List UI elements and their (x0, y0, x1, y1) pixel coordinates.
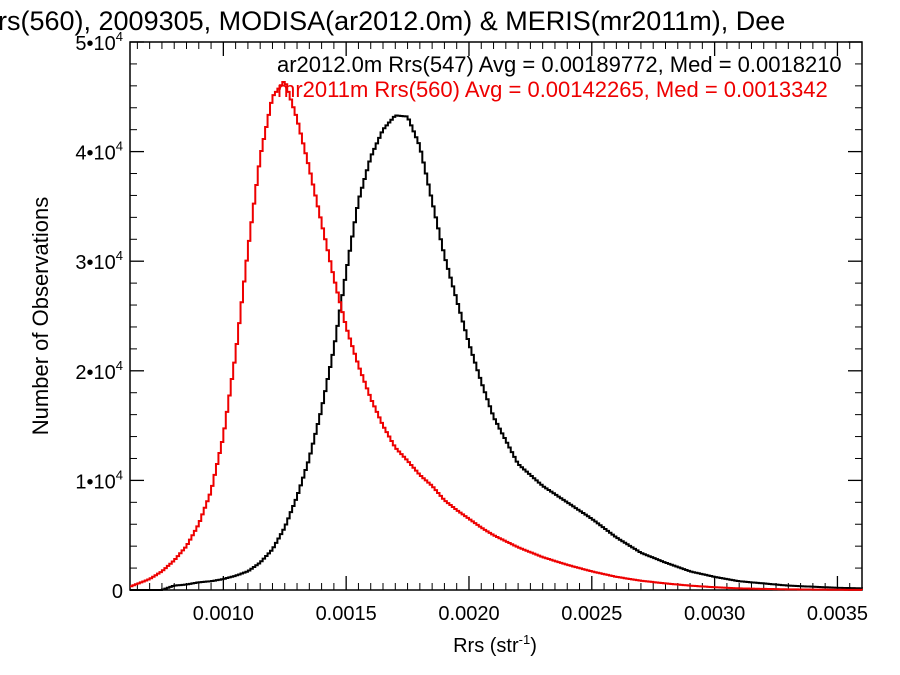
x-tick-label: 0.0025 (561, 603, 622, 625)
x-tick-label: 0.0010 (193, 603, 254, 625)
x-tick-label: 0.0015 (316, 603, 377, 625)
series-layer (130, 81, 863, 591)
y-axis-label: Number of Observations (28, 197, 53, 435)
x-tick-label: 0.0020 (438, 603, 499, 625)
x-tick-label: 0.0030 (684, 603, 745, 625)
chart-title: rs(560), 2009305, MODISA(ar2012.0m) & ME… (0, 6, 785, 36)
y-tick-label: 5•104 (75, 29, 123, 55)
y-tick-label: 0 (112, 581, 123, 603)
series-line-mr2011 (130, 81, 863, 591)
y-tick-label: 3•104 (75, 248, 123, 274)
x-tick-label: 0.0035 (807, 603, 868, 625)
legend-entry-red: mr2011m Rrs(560) Avg = 0.00142265, Med =… (277, 77, 828, 102)
y-tick-label: 1•104 (75, 467, 123, 493)
legend-entry-black: ar2012.0m Rrs(547) Avg = 0.00189772, Med… (277, 52, 842, 77)
x-axis-ticks: 0.0010 0.0015 0.0020 0.0025 0.0030 0.0035 (136, 42, 868, 625)
y-tick-label: 2•104 (75, 358, 123, 384)
x-axis-label: Rrs (str-1) (453, 632, 537, 657)
series-line-ar2012 (130, 114, 863, 591)
y-tick-label: 4•104 (75, 139, 123, 165)
plot-frame (129, 41, 863, 591)
